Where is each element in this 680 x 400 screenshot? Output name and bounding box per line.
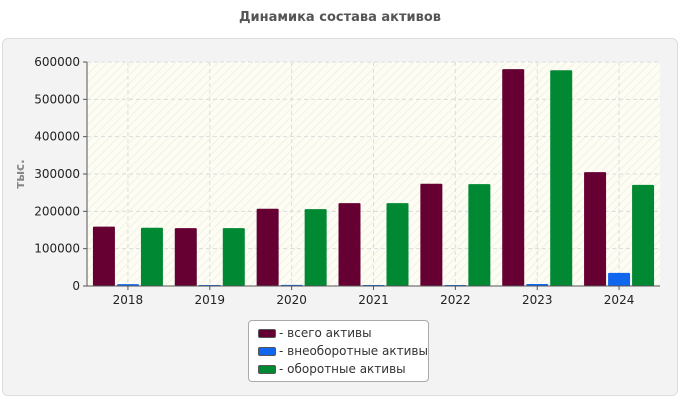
legend-swatch-total-assets: [258, 328, 276, 338]
y-tick-label: 400000: [34, 130, 80, 144]
y-tick-label: 600000: [34, 55, 80, 69]
x-tick-label: 2019: [195, 293, 226, 307]
x-tick-label: 2021: [358, 293, 389, 307]
bar-series-1-2023: [526, 283, 549, 286]
legend-item-current-assets: - оборотные активы: [258, 360, 428, 378]
legend-label-total-assets: - всего активы: [279, 326, 372, 340]
y-tick-label: 100000: [34, 242, 80, 256]
bar-series-2-2023: [550, 70, 573, 286]
x-tick-label: 2020: [276, 293, 307, 307]
legend-label-current-assets: - оборотные активы: [279, 362, 406, 376]
bar-series-2-2021: [386, 203, 409, 286]
bar-series-2-2019: [222, 228, 245, 286]
bar-series-2-2022: [468, 184, 491, 286]
bar-series-0-2020: [256, 208, 279, 286]
x-tick-label: 2023: [522, 293, 553, 307]
y-tick-label: 0: [72, 279, 80, 293]
y-tick-label: 200000: [34, 204, 80, 218]
legend: - всего активы - внеоборотные активы - о…: [248, 320, 429, 382]
x-tick-label: 2018: [113, 293, 144, 307]
bar-series-0-2024: [584, 172, 607, 286]
bar-series-2-2020: [304, 209, 327, 286]
bar-series-2-2018: [140, 227, 163, 286]
x-tick-label: 2022: [440, 293, 471, 307]
bar-series-1-2024: [608, 272, 631, 286]
bar-series-0-2018: [92, 226, 115, 286]
y-tick-label: 300000: [34, 167, 80, 181]
y-tick-label: 500000: [34, 92, 80, 106]
bar-series-2-2024: [632, 184, 655, 286]
bar-series-0-2021: [338, 203, 361, 286]
y-axis-label: тыс.: [13, 159, 27, 188]
bar-series-0-2023: [502, 69, 525, 287]
bar-series-0-2022: [420, 183, 443, 286]
legend-label-noncurrent-assets: - внеоборотные активы: [279, 344, 428, 358]
x-tick-label: 2024: [604, 293, 635, 307]
legend-swatch-noncurrent-assets: [258, 346, 276, 356]
chart-title: Динамика состава активов: [238, 10, 442, 25]
bar-series-0-2019: [174, 228, 197, 286]
legend-swatch-current-assets: [258, 364, 276, 374]
legend-item-total-assets: - всего активы: [258, 324, 428, 342]
legend-item-noncurrent-assets: - внеоборотные активы: [258, 342, 428, 360]
